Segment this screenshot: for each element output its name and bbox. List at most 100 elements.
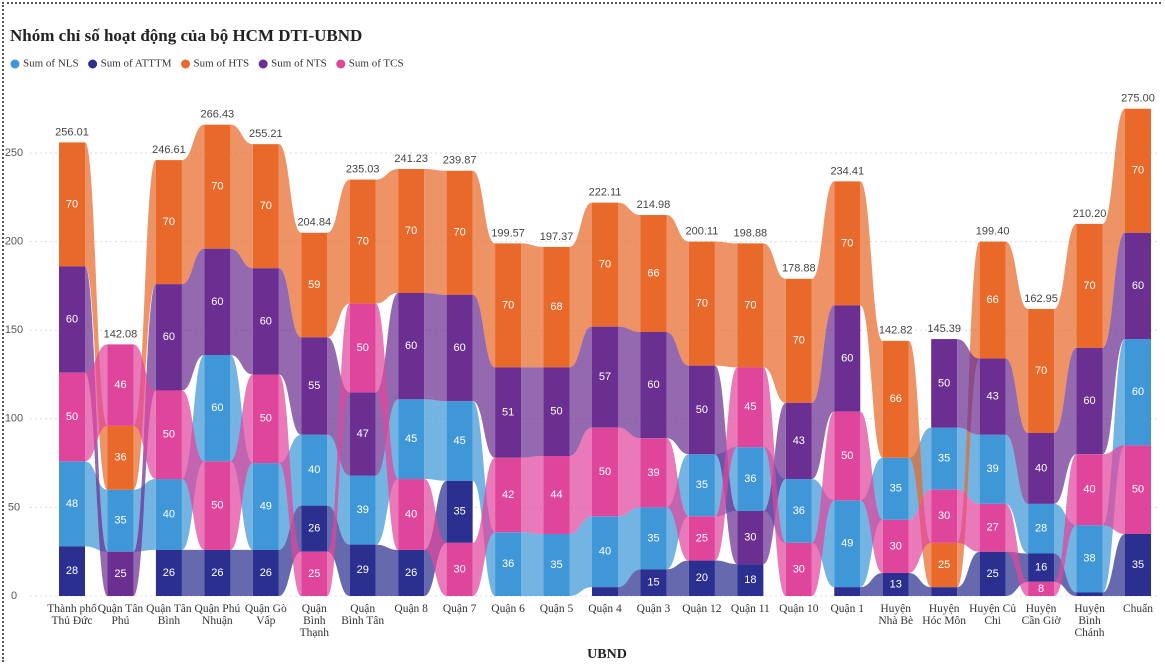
bar-segment <box>979 434 1006 504</box>
bar-segment <box>834 411 861 501</box>
total-label: 142.82 <box>879 325 913 337</box>
x-axis-title: UBND <box>587 647 627 662</box>
x-tick-label: Quận Bình Tân <box>341 603 385 627</box>
data-label: 35 <box>114 515 126 527</box>
data-label: 26 <box>260 567 272 579</box>
ribbon <box>181 124 205 285</box>
data-label: 60 <box>163 331 175 343</box>
ribbon <box>569 427 592 534</box>
bar-segment <box>301 337 328 435</box>
total-label: 178.88 <box>782 263 816 275</box>
ribbon <box>957 339 980 435</box>
bar-segment <box>398 479 425 550</box>
ribbon <box>714 367 738 561</box>
bar-segment <box>155 479 182 550</box>
data-label: 60 <box>841 352 853 364</box>
ribbon <box>424 399 447 481</box>
ribbon <box>957 551 980 596</box>
data-label: 26 <box>163 567 175 579</box>
data-label: 29 <box>357 564 369 576</box>
ribbon <box>521 367 544 458</box>
bar-segment <box>446 480 473 543</box>
bar-segment <box>301 232 328 338</box>
bar-segment <box>592 326 618 428</box>
total-label: 222.11 <box>589 187 622 199</box>
labels: 48 35 40 60 49 40 39 45 45 36 35 40 35 35 36 36 49 35 35 39… <box>66 165 1144 595</box>
data-label: 35 <box>454 506 466 518</box>
total-label: 204.84 <box>297 217 331 229</box>
total-label: 266.43 <box>201 109 235 121</box>
bar-segment <box>107 425 134 490</box>
bar-segment <box>155 549 182 596</box>
data-label: 36 <box>744 473 756 485</box>
bar-segment <box>592 516 618 588</box>
bar-segment <box>592 202 618 327</box>
data-label: 70 <box>744 299 756 311</box>
data-label: 50 <box>66 411 78 423</box>
total-label: 142.08 <box>104 328 138 340</box>
ribbon <box>1102 445 1125 534</box>
data-label: 45 <box>454 435 466 447</box>
data-label: 49 <box>841 538 853 550</box>
bar-segment <box>979 503 1006 552</box>
data-label: 43 <box>793 435 805 447</box>
bar-segment <box>979 241 1006 359</box>
total-label: 162.95 <box>1024 293 1058 305</box>
bar-segment <box>931 339 958 428</box>
bar-segment <box>107 489 134 552</box>
ribbon <box>375 544 399 596</box>
bar-segment <box>252 463 279 550</box>
bar-segment <box>155 284 182 391</box>
ribbon <box>85 344 108 462</box>
data-label: 50 <box>211 500 223 512</box>
bar-segment <box>1028 581 1055 596</box>
data-label: 40 <box>163 508 175 520</box>
ribbon <box>375 303 399 550</box>
data-label: 35 <box>890 483 902 495</box>
data-label: 70 <box>696 298 708 310</box>
ribbon <box>375 399 399 545</box>
data-label: 39 <box>987 463 999 475</box>
ribbon <box>811 305 835 480</box>
data-label: 27 <box>987 522 999 534</box>
data-label: 70 <box>1083 280 1095 292</box>
x-tick-label: Quận Bình Thạnh <box>299 603 329 639</box>
data-label: 66 <box>647 267 659 279</box>
y-tick-label: 150 <box>5 324 23 336</box>
legend-label: Sum of ATTTM <box>101 58 172 70</box>
data-label: 50 <box>357 342 369 354</box>
bar-segment <box>398 168 425 293</box>
data-label: 13 <box>890 578 902 590</box>
ribbon <box>1102 108 1125 348</box>
bar-segment <box>737 447 764 511</box>
bar-segment <box>107 344 134 426</box>
data-label: 50 <box>550 406 562 418</box>
legend-marker <box>258 59 268 69</box>
bar-segment <box>592 587 618 596</box>
data-label: 28 <box>1035 523 1047 535</box>
data-label: 30 <box>793 563 805 575</box>
data-label: 60 <box>1132 280 1144 292</box>
ribbon <box>569 202 592 368</box>
legend-marker <box>10 59 20 69</box>
ribbon <box>860 572 883 596</box>
legend-label: Sum of NLS <box>23 58 79 70</box>
ribbon <box>569 516 592 596</box>
bar-segment <box>59 142 85 267</box>
ribbon <box>957 489 980 552</box>
ribbon <box>230 248 253 375</box>
bar-segment <box>59 266 85 373</box>
ribbon <box>424 168 447 295</box>
bar-segment <box>204 248 231 356</box>
x-tick-label: Quận Phú Nhuận <box>194 603 241 627</box>
bar-segment <box>882 572 909 596</box>
bar-segment <box>1076 592 1103 596</box>
data-label: 42 <box>502 489 514 501</box>
bar-segment <box>882 340 909 458</box>
ribbon <box>181 549 205 596</box>
ribbon <box>811 181 835 403</box>
bar-segment <box>1076 525 1103 593</box>
ribbon <box>278 144 302 338</box>
data-label: 20 <box>696 572 708 584</box>
ribbon <box>472 457 496 596</box>
